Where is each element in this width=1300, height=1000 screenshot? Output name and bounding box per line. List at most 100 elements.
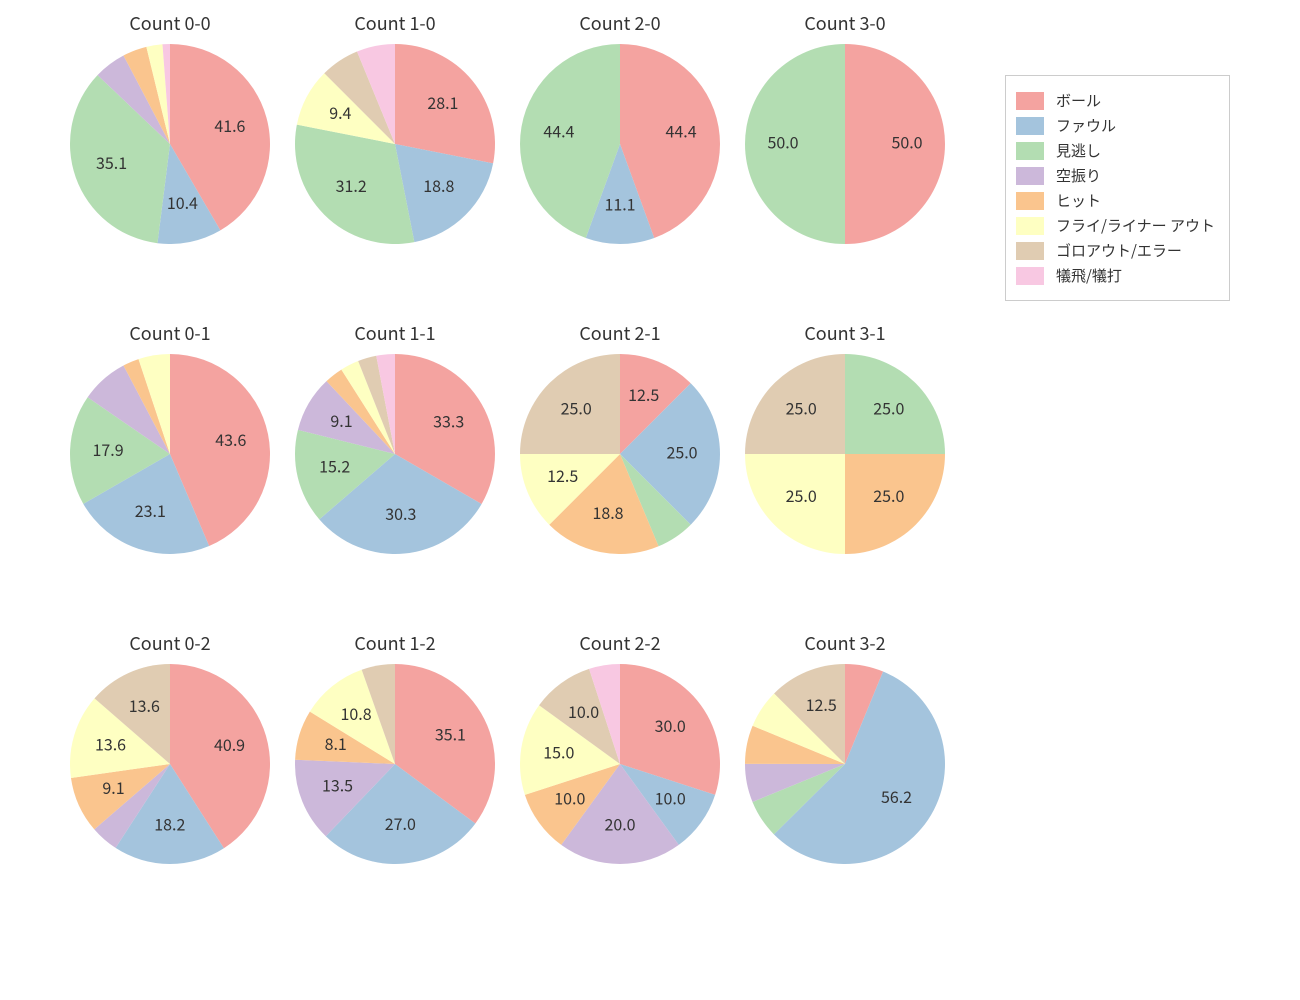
legend-label: ファウル bbox=[1056, 115, 1116, 136]
legend-swatch bbox=[1016, 167, 1044, 185]
legend-swatch bbox=[1016, 242, 1044, 260]
legend-swatch bbox=[1016, 142, 1044, 160]
slice-label: 43.6 bbox=[215, 427, 246, 451]
slice-label: 10.8 bbox=[341, 701, 372, 725]
slice-label: 25.0 bbox=[561, 396, 592, 420]
pie-svg: 56.2 12.5 bbox=[745, 664, 945, 864]
pie-chart: Count 2-0 44.4 11.1 44.4 bbox=[510, 10, 730, 244]
chart-title: Count 1-1 bbox=[285, 320, 505, 346]
legend-item-grounder: ゴロアウト/エラー bbox=[1016, 240, 1215, 261]
slice-label: 10.4 bbox=[167, 190, 198, 214]
slice-label: 15.0 bbox=[543, 740, 574, 764]
slice-label: 12.5 bbox=[628, 382, 659, 406]
legend: ボールファウル見逃し空振りヒットフライ/ライナー アウトゴロアウト/エラー犠飛/… bbox=[1005, 75, 1230, 301]
slice-label: 27.0 bbox=[385, 811, 416, 835]
slice-label: 13.5 bbox=[322, 772, 353, 796]
slice-label: 25.0 bbox=[666, 439, 697, 463]
slice-label: 56.2 bbox=[881, 784, 912, 808]
legend-swatch bbox=[1016, 192, 1044, 210]
pie-chart: Count 0-0 41.6 10.4 35.1 bbox=[60, 10, 280, 244]
slice-label: 10.0 bbox=[655, 786, 686, 810]
slice-label: 13.6 bbox=[95, 732, 126, 756]
chart-title: Count 1-0 bbox=[285, 10, 505, 36]
legend-label: 空振り bbox=[1056, 165, 1101, 186]
slice-label: 25.0 bbox=[786, 483, 817, 507]
slice-label: 11.1 bbox=[604, 191, 635, 215]
pie-svg: 44.4 11.1 44.4 bbox=[520, 44, 720, 244]
legend-swatch bbox=[1016, 217, 1044, 235]
slice-label: 9.1 bbox=[330, 408, 352, 432]
legend-item-swing: 空振り bbox=[1016, 165, 1215, 186]
chart-title: Count 3-2 bbox=[735, 630, 955, 656]
slice-label: 17.9 bbox=[93, 437, 124, 461]
slice-label: 12.5 bbox=[806, 692, 837, 716]
slice-label: 10.0 bbox=[568, 699, 599, 723]
slice-label: 13.6 bbox=[129, 693, 160, 717]
figure-canvas: { "type": "pie-grid", "background_color"… bbox=[0, 0, 1300, 1000]
legend-item-ball: ボール bbox=[1016, 90, 1215, 111]
pie-chart: Count 3-0 50.050.0 bbox=[735, 10, 955, 244]
legend-item-foul: ファウル bbox=[1016, 115, 1215, 136]
slice-label: 30.0 bbox=[655, 713, 686, 737]
slice-label: 44.4 bbox=[666, 119, 697, 143]
pie-svg: 43.6 23.1 17.9 bbox=[70, 354, 270, 554]
slice-label: 9.4 bbox=[329, 100, 351, 124]
legend-swatch bbox=[1016, 267, 1044, 285]
pie-svg: 25.025.025.025.0 bbox=[745, 354, 945, 554]
slice-label: 12.5 bbox=[547, 463, 578, 487]
pie-chart: Count 1-1 33.3 30.3 15.2 9.1 bbox=[285, 320, 505, 554]
legend-item-flyout: フライ/ライナー アウト bbox=[1016, 215, 1215, 236]
legend-item-sac: 犠飛/犠打 bbox=[1016, 265, 1215, 286]
slice-label: 20.0 bbox=[604, 811, 635, 835]
slice-label: 28.1 bbox=[427, 90, 458, 114]
pie-svg: 35.1 27.0 13.5 8.1 10.8 bbox=[295, 664, 495, 864]
pie-chart: Count 1-2 35.1 27.0 13.5 8.1 10.8 bbox=[285, 630, 505, 864]
slice-label: 18.8 bbox=[592, 500, 623, 524]
pie-chart: Count 3-2 56.2 12.5 bbox=[735, 630, 955, 864]
slice-label: 30.3 bbox=[385, 501, 416, 525]
slice-label: 50.0 bbox=[767, 129, 798, 153]
pie-svg: 41.6 10.4 35.1 bbox=[70, 44, 270, 244]
chart-title: Count 1-2 bbox=[285, 630, 505, 656]
legend-item-hit: ヒット bbox=[1016, 190, 1215, 211]
chart-title: Count 3-1 bbox=[735, 320, 955, 346]
chart-title: Count 2-0 bbox=[510, 10, 730, 36]
pie-chart: Count 2-2 30.0 10.0 20.0 10.0 15.0 10.0 bbox=[510, 630, 730, 864]
slice-label: 25.0 bbox=[873, 483, 904, 507]
slice-label: 44.4 bbox=[543, 119, 574, 143]
slice-label: 23.1 bbox=[135, 498, 166, 522]
pie-svg: 50.050.0 bbox=[745, 44, 945, 244]
slice-label: 9.1 bbox=[102, 775, 124, 799]
slice-label: 18.2 bbox=[154, 811, 185, 835]
pie-chart: Count 0-143.623.117.9 bbox=[60, 320, 280, 554]
slice-label: 33.3 bbox=[433, 408, 464, 432]
slice-label: 41.6 bbox=[214, 113, 245, 137]
pie-svg: 40.918.29.113.613.6 bbox=[70, 664, 270, 864]
legend-label: ヒット bbox=[1056, 190, 1101, 211]
legend-swatch bbox=[1016, 92, 1044, 110]
slice-label: 8.1 bbox=[325, 731, 347, 755]
pie-svg: 12.5 25.0 18.8 12.5 25.0 bbox=[520, 354, 720, 554]
pie-svg: 33.3 30.3 15.2 9.1 bbox=[295, 354, 495, 554]
chart-title: Count 3-0 bbox=[735, 10, 955, 36]
pie-chart: Count 2-1 12.5 25.0 18.8 12.5 25.0 bbox=[510, 320, 730, 554]
chart-title: Count 2-2 bbox=[510, 630, 730, 656]
pie-svg: 28.1 18.8 31.2 9.4 bbox=[295, 44, 495, 244]
slice-label: 35.1 bbox=[435, 721, 466, 745]
legend-swatch bbox=[1016, 117, 1044, 135]
chart-title: Count 0-0 bbox=[60, 10, 280, 36]
slice-label: 31.2 bbox=[336, 173, 367, 197]
chart-title: Count 0-2 bbox=[60, 630, 280, 656]
pie-svg: 30.0 10.0 20.0 10.0 15.0 10.0 bbox=[520, 664, 720, 864]
slice-label: 35.1 bbox=[96, 150, 127, 174]
pie-chart: Count 3-125.025.025.025.0 bbox=[735, 320, 955, 554]
slice-label: 18.8 bbox=[423, 173, 454, 197]
slice-label: 25.0 bbox=[873, 396, 904, 420]
chart-title: Count 2-1 bbox=[510, 320, 730, 346]
legend-label: 犠飛/犠打 bbox=[1056, 265, 1122, 286]
slice-label: 15.2 bbox=[319, 454, 350, 478]
slice-label: 10.0 bbox=[554, 786, 585, 810]
legend-label: フライ/ライナー アウト bbox=[1056, 215, 1215, 236]
legend-label: 見逃し bbox=[1056, 140, 1101, 161]
legend-label: ボール bbox=[1056, 90, 1101, 111]
